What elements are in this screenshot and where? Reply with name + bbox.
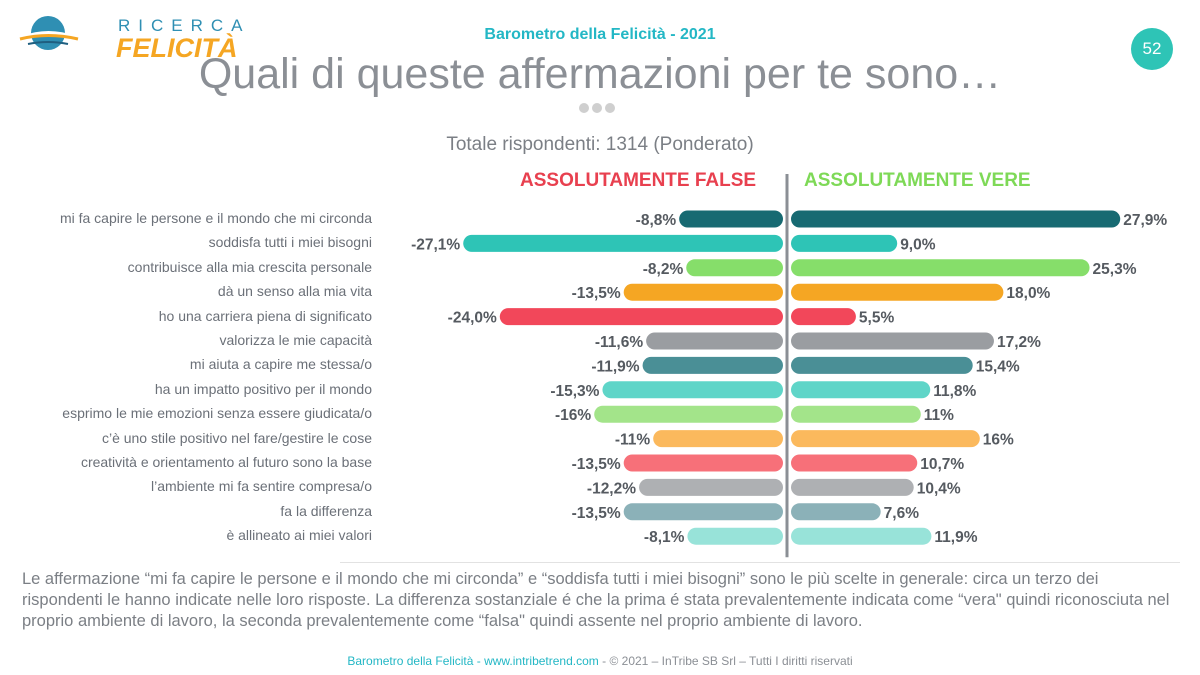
bar-true [791, 405, 921, 423]
bar-true [791, 527, 932, 545]
bar-true-label: 9,0% [900, 236, 936, 253]
bar-true [791, 210, 1121, 228]
sun-wave-icon [19, 16, 79, 50]
bar-false [653, 430, 783, 448]
footer-copyright: © 2021 – InTribe SB Srl – Tutti I diritt… [609, 654, 853, 668]
bar-true [791, 454, 918, 472]
bar-true-label: 11,9% [934, 529, 977, 546]
bar-false-label: -27,1% [411, 236, 460, 253]
footer-separator: - [598, 654, 610, 668]
bar-false [602, 381, 783, 399]
bar-false-label: -13,5% [572, 285, 621, 302]
bar-true-label: 16% [983, 432, 1014, 449]
page-title: Quali di queste affermazioni per te sono… [198, 50, 1002, 98]
logo-main-text: FELICITÀ [116, 33, 238, 63]
bar-false-label: -8,8% [636, 212, 677, 229]
category-label: esprimo le mie emozioni senza essere giu… [62, 405, 372, 422]
divider-line [340, 562, 1180, 563]
bar-true-label: 25,3% [1093, 261, 1137, 278]
bar-true [791, 381, 931, 399]
bar-false [499, 308, 783, 326]
bar-true [791, 356, 973, 374]
bar-false-label: -8,1% [644, 529, 685, 546]
category-label: contribuisce alla mia crescita personale [127, 258, 372, 275]
logo-top-text: RICERCA [118, 16, 251, 35]
category-label: valorizza le mie capacità [219, 332, 372, 348]
bar-false [686, 259, 783, 277]
bar-false [679, 210, 783, 228]
bar-false-label: -13,5% [572, 505, 621, 522]
bar-true-label: 5,5% [859, 310, 895, 327]
bar-true [791, 332, 994, 350]
page-number-badge: 52 [1131, 28, 1173, 70]
category-label: fa la differenza [280, 502, 372, 519]
legend-false: ASSOLUTAMENTE FALSE [520, 170, 757, 191]
bar-false [463, 234, 783, 252]
bar-true-label: 27,9% [1123, 212, 1167, 229]
bar-true-label: 17,2% [997, 334, 1041, 351]
bar-true [791, 430, 980, 448]
category-label: ha un impatto positivo per il mondo [154, 380, 372, 397]
bar-true-label: 11,8% [933, 383, 976, 400]
bar-true-label: 18,0% [1006, 285, 1050, 302]
bar-true [791, 283, 1004, 301]
category-label: ho una carriera piena di significato [158, 307, 372, 324]
category-label: soddisfa tutti i miei bisogni [208, 234, 372, 251]
category-label: dà un senso alla mia vita [217, 283, 372, 300]
bar-true-label: 15,4% [976, 358, 1020, 375]
bar-true-label: 11% [924, 407, 954, 424]
bar-true [791, 478, 914, 496]
bar-false-label: -8,2% [643, 261, 684, 278]
bar-false [623, 503, 783, 521]
legend-true: ASSOLUTAMENTE VERE [804, 170, 1031, 191]
description-text: Le affermazione “mi fa capire le persone… [22, 570, 1170, 630]
bar-true [791, 234, 898, 252]
bar-true-label: 10,7% [920, 456, 964, 473]
bar-true [791, 308, 856, 326]
bar-false-label: -24,0% [448, 310, 497, 327]
bar-false [639, 478, 783, 496]
logo: RICERCA FELICITÀ [18, 12, 251, 63]
footer-site: Barometro della Felicità - www.intribetr… [347, 654, 599, 668]
bar-true-label: 7,6% [884, 505, 920, 522]
bar-true [791, 503, 881, 521]
category-label: mi fa capire le persone e il mondo che m… [59, 210, 372, 226]
bar-false [687, 527, 783, 545]
category-label: c’è uno stile positivo nel fare/gestire … [101, 429, 372, 446]
bar-false-label: -11,6% [595, 334, 643, 351]
bar-true-label: 10,4% [917, 480, 961, 497]
respondents-count: Totale rispondenti: 1314 (Ponderato) [446, 134, 754, 155]
bar-false [594, 405, 783, 423]
bar-false [623, 454, 783, 472]
bar-false-label: -16% [555, 407, 591, 424]
bar-true [791, 259, 1090, 277]
bar-false [642, 356, 783, 374]
category-label: creatività e orientamento al futuro sono… [80, 454, 372, 470]
bar-false [623, 283, 783, 301]
decorative-dots [579, 100, 618, 118]
bar-false-label: -13,5% [572, 456, 621, 473]
bar-false-label: -11% [615, 432, 651, 449]
category-label: mi aiuta a capire me stessa/o [189, 356, 372, 373]
bar-false [646, 332, 783, 350]
report-subtitle: Barometro della Felicità - 2021 [484, 26, 716, 43]
bar-false-label: -12,2% [587, 480, 636, 497]
category-label: l’ambiente mi fa sentire compresa/o [151, 478, 372, 495]
category-label: è allineato ai miei valori [226, 527, 372, 544]
bar-false-label: -11,9% [591, 358, 639, 375]
footer: Barometro della Felicità - www.intribetr… [0, 654, 1200, 668]
bar-false-label: -15,3% [550, 383, 599, 400]
